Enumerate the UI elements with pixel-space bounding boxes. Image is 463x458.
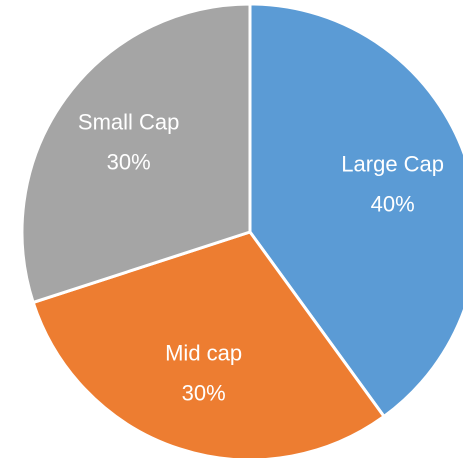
slice-label: Mid cap [165, 340, 242, 365]
pie-slice [248, 2, 463, 419]
slice-label: Small Cap [78, 110, 179, 135]
pie-slice [31, 230, 387, 458]
slice-label: Large Cap [341, 151, 444, 176]
slice-value-label: 30% [182, 380, 226, 405]
pie-slice [20, 2, 252, 305]
slice-value-label: 40% [371, 191, 415, 216]
slice-value-label: 30% [107, 150, 151, 175]
